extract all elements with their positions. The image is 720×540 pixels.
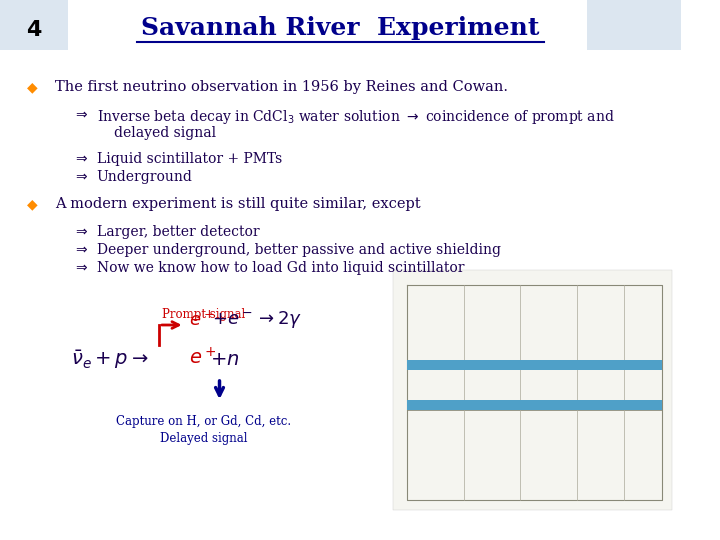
Bar [407, 400, 662, 410]
Text: $e^+$: $e^+$ [189, 310, 215, 329]
Text: Savannah River  Experiment: Savannah River Experiment [141, 16, 540, 40]
Text: Now we know how to load Gd into liquid scintillator: Now we know how to load Gd into liquid s… [96, 261, 464, 275]
Text: Prompt signal: Prompt signal [162, 308, 245, 321]
Bar [392, 270, 672, 510]
Text: Capture on H, or Gd, Cd, etc.: Capture on H, or Gd, Cd, etc. [116, 415, 291, 428]
Text: Larger, better detector: Larger, better detector [96, 225, 259, 239]
Text: Liquid scintillator + PMTs: Liquid scintillator + PMTs [96, 152, 282, 166]
Text: ⇒: ⇒ [76, 108, 87, 122]
Text: 4: 4 [27, 20, 42, 40]
Text: ⇒: ⇒ [76, 225, 87, 239]
Text: Inverse beta decay in CdCl$_3$ water solution $\rightarrow$ coincidence of promp: Inverse beta decay in CdCl$_3$ water sol… [96, 108, 614, 126]
Text: delayed signal: delayed signal [114, 126, 216, 140]
Text: The first neutrino observation in 1956 by Reines and Cowan.: The first neutrino observation in 1956 b… [55, 80, 508, 94]
Text: Deeper underground, better passive and active shielding: Deeper underground, better passive and a… [96, 243, 500, 257]
Bar [407, 360, 662, 370]
Text: $e^+$: $e^+$ [189, 347, 217, 369]
Text: Delayed signal: Delayed signal [160, 432, 247, 445]
Text: $+e^- \rightarrow 2\gamma$: $+e^- \rightarrow 2\gamma$ [212, 309, 302, 330]
Text: Underground: Underground [96, 170, 192, 184]
Text: ⇒: ⇒ [76, 243, 87, 257]
Text: ⇒: ⇒ [76, 152, 87, 166]
Bar [587, 0, 681, 50]
Text: A modern experiment is still quite similar, except: A modern experiment is still quite simil… [55, 197, 420, 211]
Text: ⇒: ⇒ [76, 261, 87, 275]
Bar [0, 0, 68, 50]
Text: ◆: ◆ [27, 197, 37, 211]
Text: ⇒: ⇒ [76, 170, 87, 184]
Text: $\bar{\nu}_e + p \rightarrow$: $\bar{\nu}_e + p \rightarrow$ [71, 348, 148, 372]
Text: $+ n$: $+ n$ [210, 351, 240, 369]
Text: ◆: ◆ [27, 80, 37, 94]
